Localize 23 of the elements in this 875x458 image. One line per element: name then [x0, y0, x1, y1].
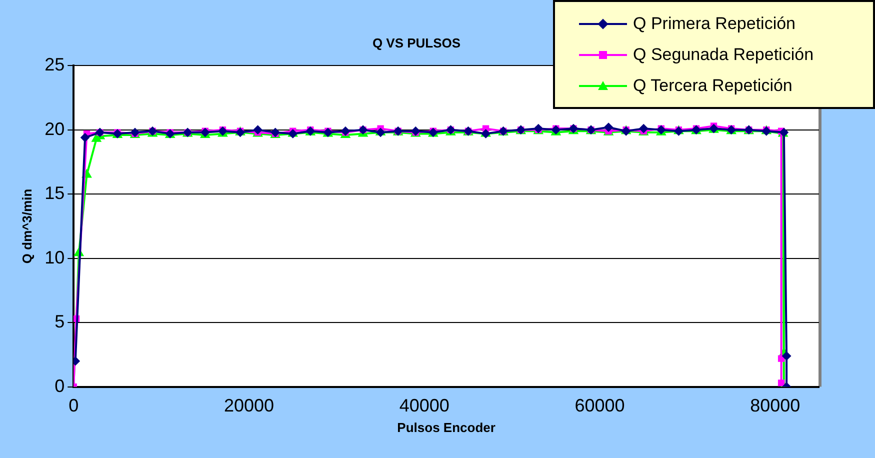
y-tick-label: 0 [54, 376, 65, 396]
y-tick-label: 10 [44, 247, 65, 268]
legend-label: Q Tercera Repetición [633, 76, 792, 96]
y-tick-label: 25 [44, 54, 65, 75]
point [782, 351, 792, 360]
y-tick-label: 15 [44, 183, 65, 204]
x-tick-label: 0 [68, 396, 79, 416]
x-axis-title: Pulsos Encoder [397, 420, 496, 435]
x-tick-label: 80000 [750, 396, 800, 416]
point [778, 355, 785, 362]
x-tick-label: 40000 [399, 396, 450, 416]
chart-title: Q VS PULSOS [372, 35, 461, 50]
legend-label: Q Primera Repetición [633, 14, 796, 34]
y-tick-label: 20 [44, 118, 65, 139]
point [80, 133, 90, 142]
point [253, 125, 262, 134]
x-tick-label: 60000 [574, 396, 625, 416]
y-tick-label: 5 [54, 312, 65, 332]
y-axis-title: Q dm^3/min [19, 188, 34, 264]
legend-label: Q Segunada Repetición [633, 44, 814, 64]
x-tick-label: 20000 [224, 396, 274, 416]
point [778, 380, 785, 386]
point [604, 122, 614, 132]
